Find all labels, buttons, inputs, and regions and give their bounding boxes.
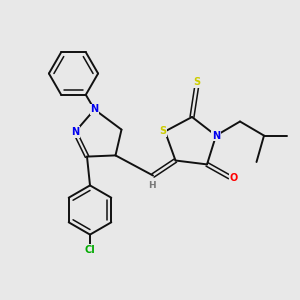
Text: N: N bbox=[90, 104, 99, 115]
Text: H: H bbox=[148, 182, 155, 190]
Text: S: S bbox=[193, 77, 200, 87]
Text: S: S bbox=[159, 126, 166, 136]
Text: N: N bbox=[71, 127, 79, 137]
Text: Cl: Cl bbox=[85, 244, 95, 255]
Text: N: N bbox=[212, 130, 220, 141]
Text: O: O bbox=[230, 172, 238, 183]
